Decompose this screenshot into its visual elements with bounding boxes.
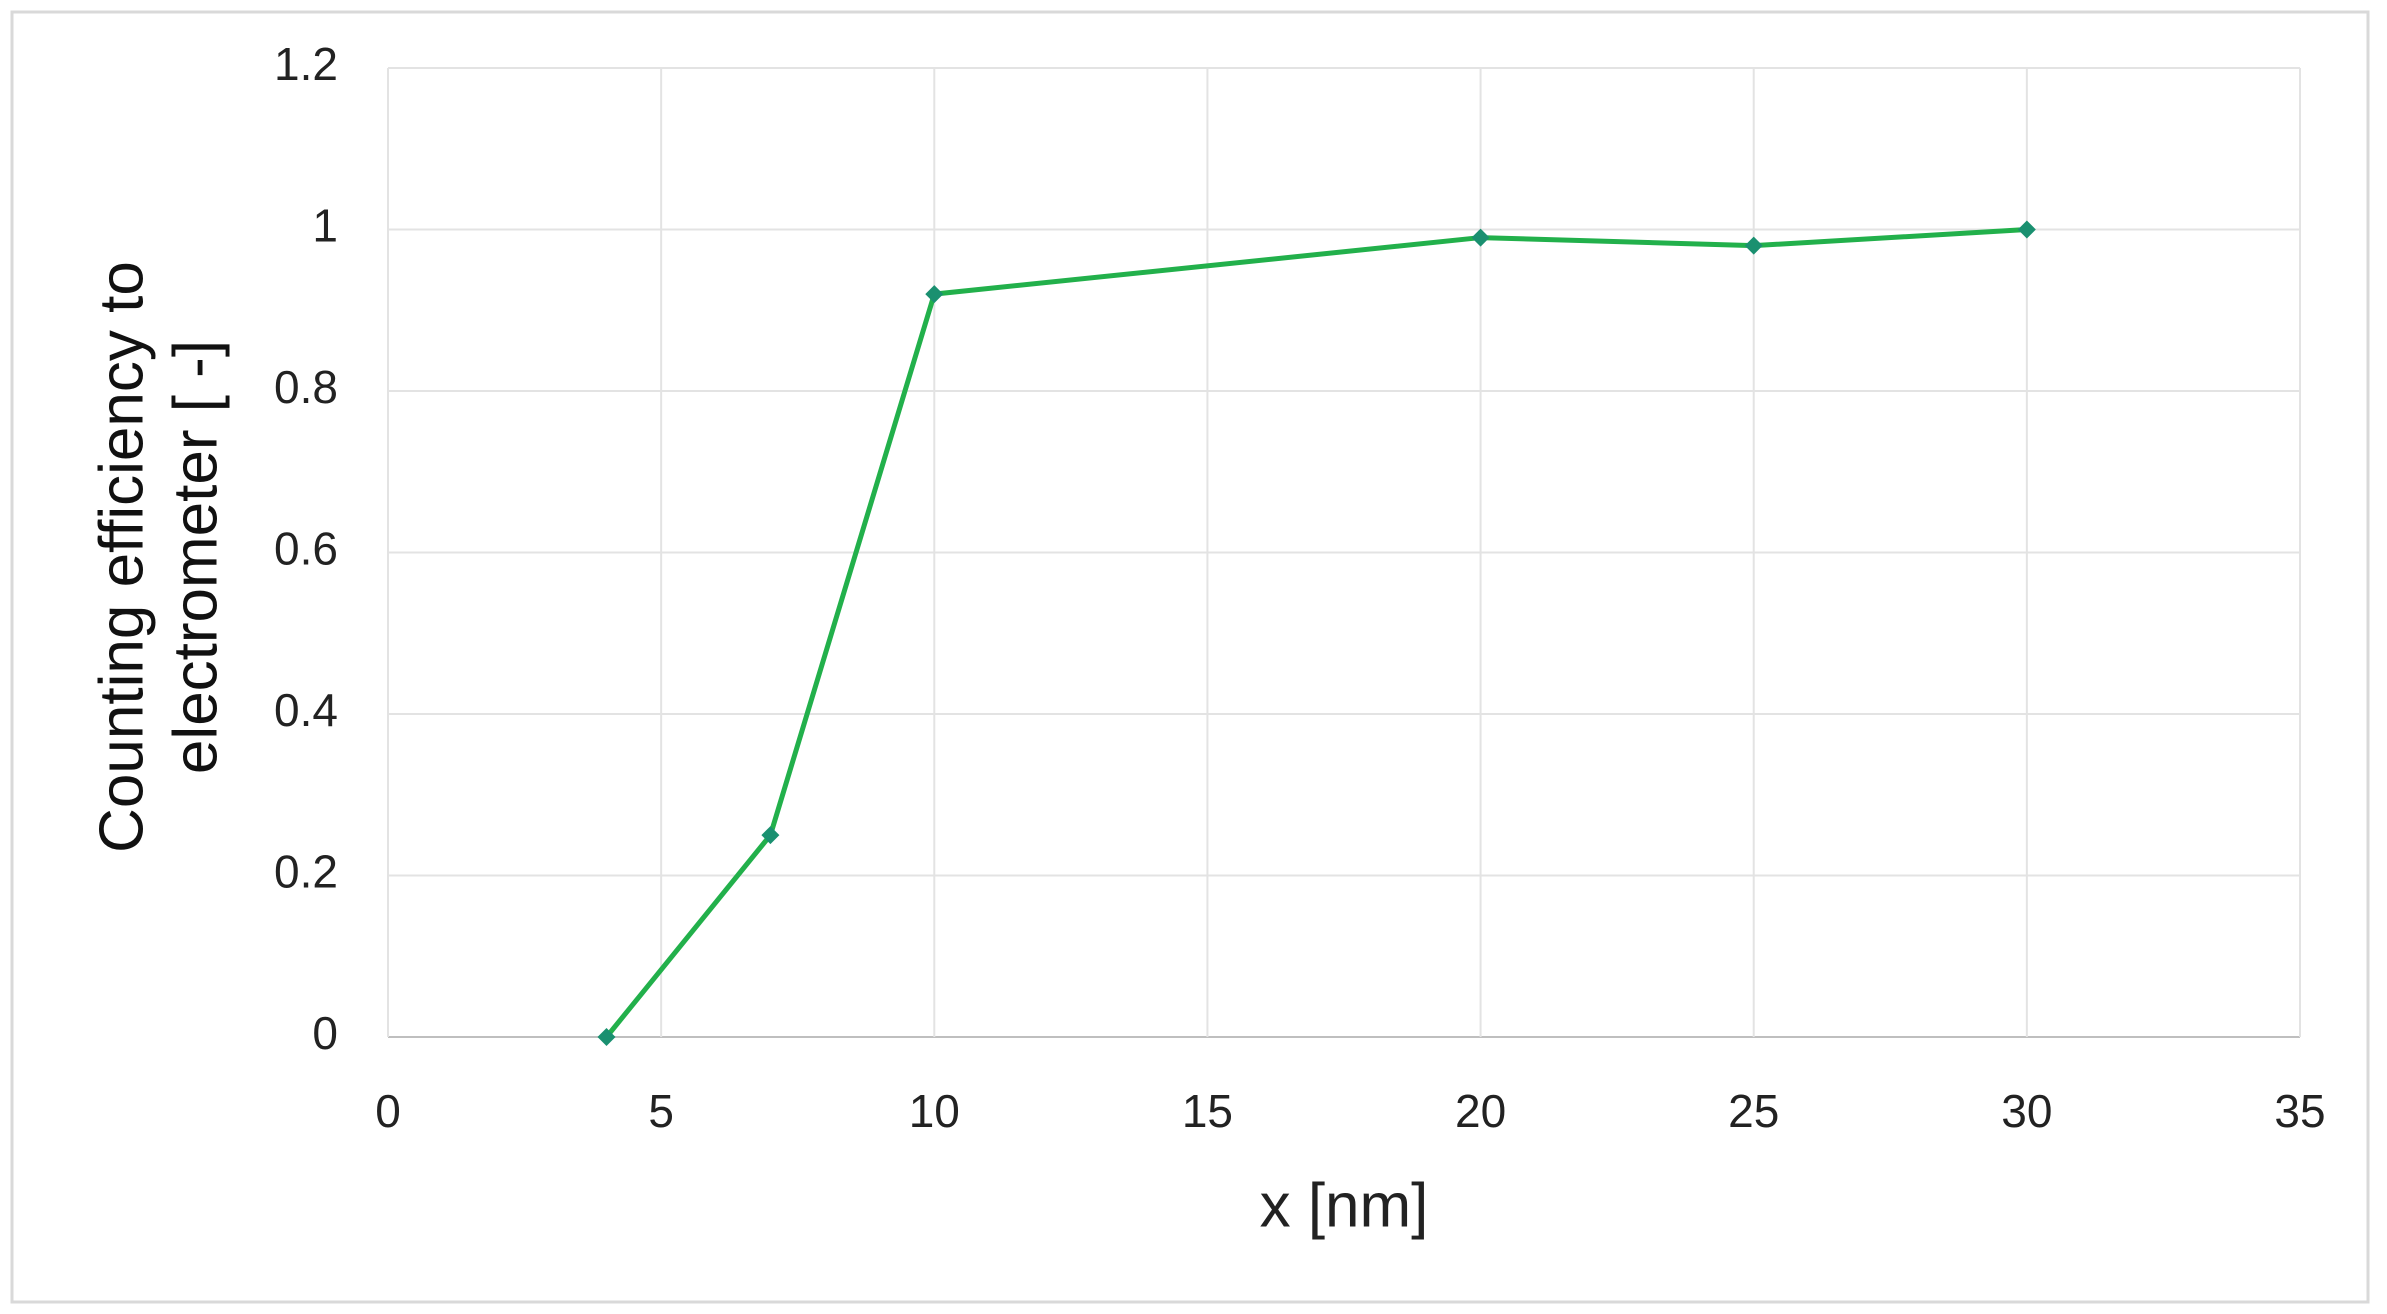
y-tick-label: 0.8 bbox=[274, 361, 338, 413]
y-tick-label: 0.4 bbox=[274, 684, 338, 736]
x-tick-label: 15 bbox=[1182, 1085, 1233, 1137]
data-point bbox=[1744, 236, 1763, 255]
y-tick-label: 0 bbox=[312, 1007, 338, 1059]
x-tick-label: 25 bbox=[1728, 1085, 1779, 1137]
x-tick-label: 20 bbox=[1455, 1085, 1506, 1137]
data-point bbox=[761, 826, 780, 845]
x-tick-label: 5 bbox=[648, 1085, 674, 1137]
data-point bbox=[597, 1028, 616, 1046]
x-axis-label: x [nm] bbox=[1260, 1171, 1429, 1240]
x-tick-label: 10 bbox=[909, 1085, 960, 1137]
y-tick-label: 1 bbox=[312, 200, 338, 252]
y-tick-label: 0.2 bbox=[274, 846, 338, 898]
data-point bbox=[1471, 228, 1490, 247]
chart-border bbox=[10, 10, 2370, 1304]
data-line bbox=[604, 227, 2028, 1039]
data-point bbox=[925, 285, 944, 304]
x-tick-label: 35 bbox=[2274, 1085, 2325, 1137]
y-tick-label: 1.2 bbox=[274, 38, 338, 90]
y-axis-label: Counting efficiency to electrometer [ -] bbox=[87, 261, 231, 853]
y-tick-label: 0.6 bbox=[274, 523, 338, 575]
x-tick-label: 30 bbox=[2001, 1085, 2052, 1137]
data-point bbox=[2017, 220, 2036, 239]
x-tick-label: 0 bbox=[375, 1085, 401, 1137]
